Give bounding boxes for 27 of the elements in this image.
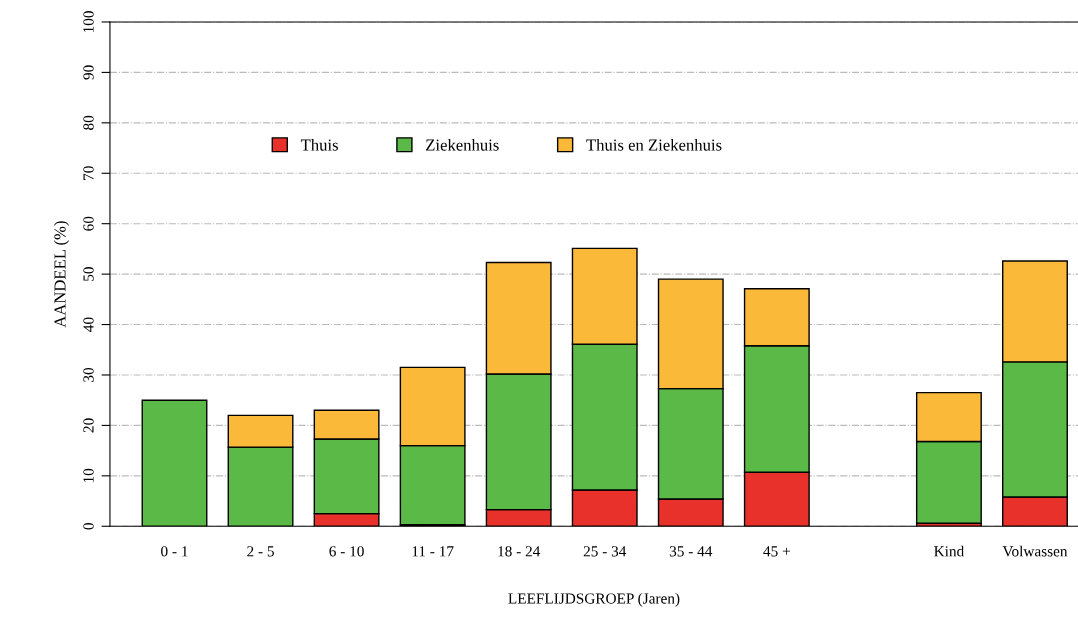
x-tick-label: 18 - 24 [498, 546, 541, 557]
x-tick-label: 35 - 44 [669, 546, 713, 557]
bar [141, 399, 208, 527]
y-tick-label: 90 [83, 65, 94, 80]
y-tick-label: 40 [83, 317, 94, 332]
y-tick-label: 100 [83, 11, 94, 33]
x-axis-title: LEEFLIJDSGROEP (Jaren) [508, 592, 680, 607]
legend-label: Thuis [300, 138, 338, 151]
x-tick-label: Kind [934, 545, 965, 557]
x-tick-label: 25 - 34 [583, 546, 627, 557]
y-tick-label: 50 [83, 267, 94, 281]
y-axis-title: AANDEEL (%) [53, 221, 70, 328]
y-tick-label: 60 [83, 216, 94, 231]
y-tick-label: 80 [83, 115, 94, 130]
x-tick-label: 6 - 10 [329, 546, 364, 557]
x-tick-label: 0 - 1 [161, 546, 188, 557]
x-tick-label: 11 - 17 [412, 546, 454, 557]
y-tick-label: 20 [83, 418, 94, 433]
y-tick-label: 10 [83, 468, 94, 483]
x-tick-label: Volwassen [1002, 545, 1068, 557]
x-tick-label: 2 - 5 [247, 546, 274, 557]
y-tick-label: 0 [83, 523, 94, 530]
legend-label: Ziekenhuis [426, 138, 499, 151]
y-tick-label: 70 [83, 166, 94, 180]
x-tick-label: 45 + [763, 546, 790, 557]
legend-label: Thuis en Ziekenhuis [586, 138, 722, 151]
y-tick-label: 30 [83, 367, 94, 382]
